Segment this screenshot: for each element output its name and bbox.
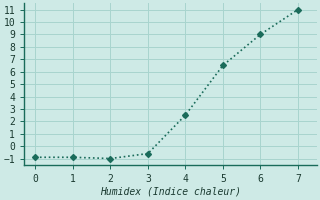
X-axis label: Humidex (Indice chaleur): Humidex (Indice chaleur) bbox=[100, 187, 241, 197]
